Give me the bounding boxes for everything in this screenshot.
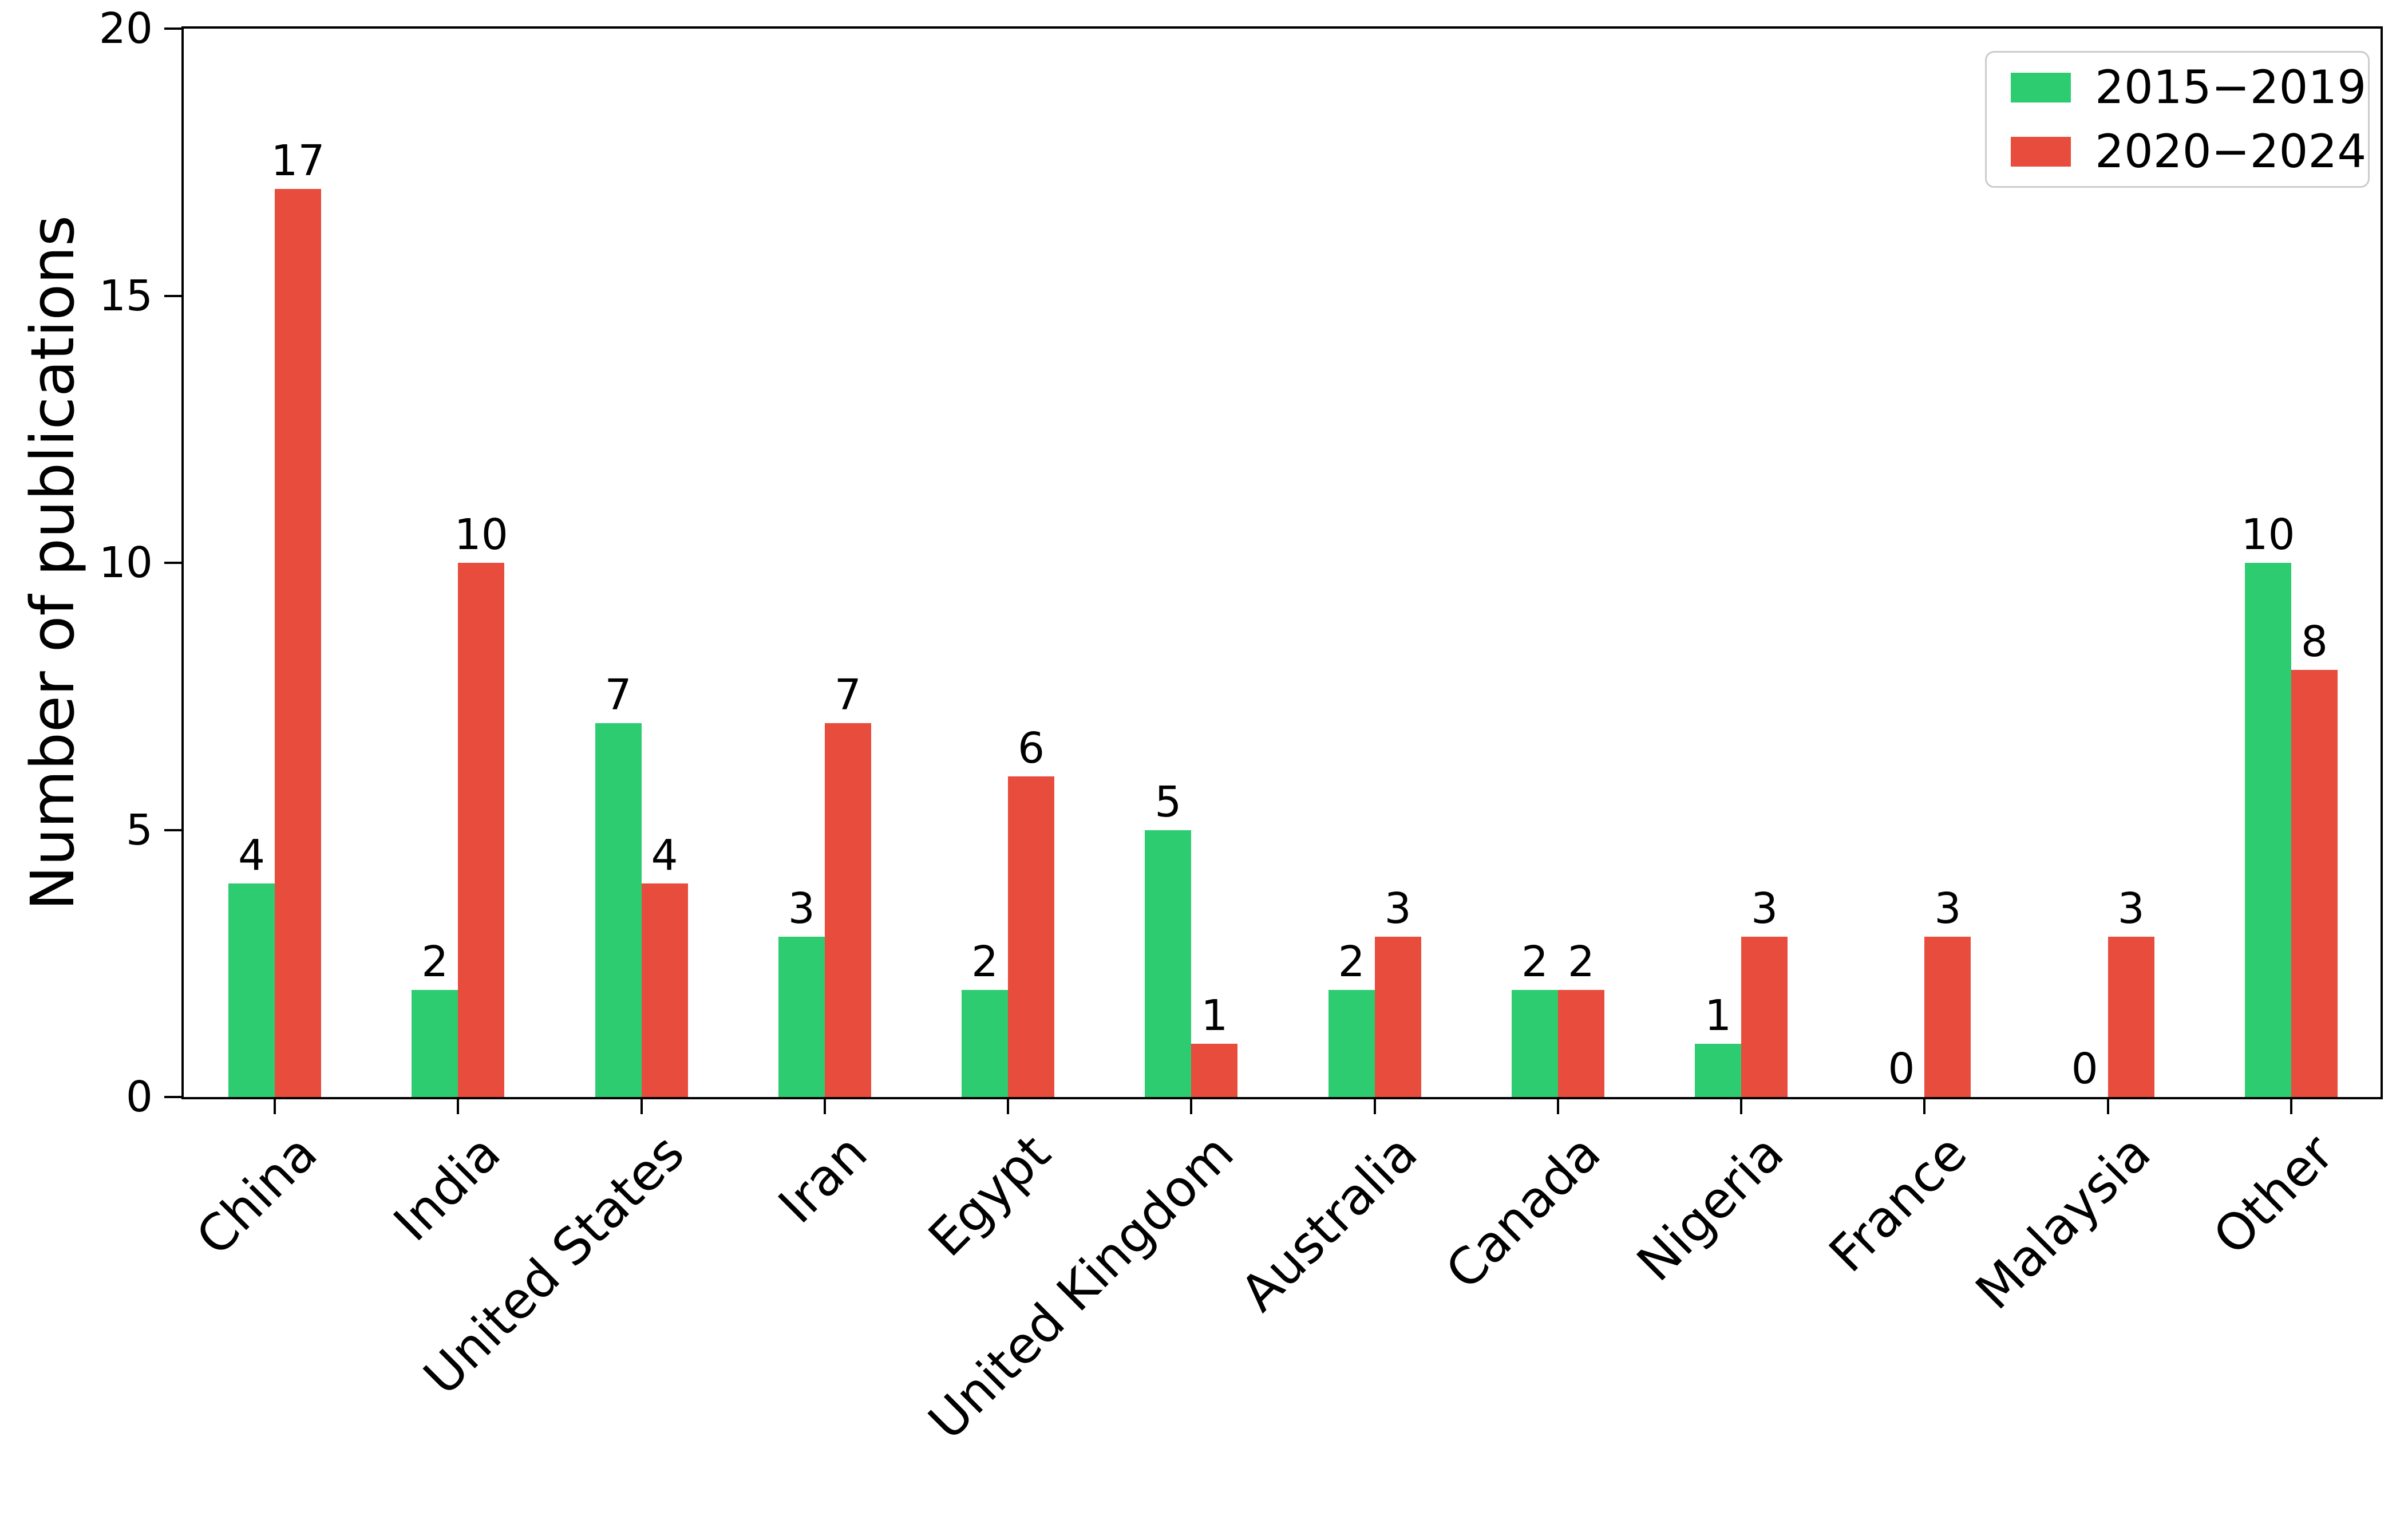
x-tick-mark-iran <box>823 1097 826 1114</box>
y-tick-label-5: 5 <box>125 805 153 855</box>
x-tick-mark-malaysia <box>2106 1097 2109 1114</box>
bar-2015-2019-india <box>412 990 458 1097</box>
bar-2020-2024-france <box>1924 937 1971 1097</box>
x-tick-mark-united-kingdom <box>1190 1097 1193 1114</box>
x-tick-mark-china <box>274 1097 276 1114</box>
x-tick-mark-other <box>2290 1097 2292 1114</box>
y-tick-mark-5 <box>164 828 181 831</box>
bar-2015-2019-canada <box>1511 990 1558 1097</box>
value-label-2015-2019-nigeria: 1 <box>1705 991 1732 1040</box>
value-label-2015-2019-iran: 3 <box>788 884 815 934</box>
y-tick-mark-10 <box>164 562 181 564</box>
x-tick-label-iran: Iran <box>767 1123 879 1235</box>
y-tick-mark-0 <box>164 1096 181 1098</box>
bar-2015-2019-egypt <box>962 990 1009 1097</box>
legend-patch-2020-2024 <box>2011 136 2071 167</box>
value-label-2015-2019-canada: 2 <box>1521 937 1548 987</box>
bar-2020-2024-united-kingdom <box>1191 1043 1238 1097</box>
x-tick-label-australia: Australia <box>1229 1123 1429 1323</box>
value-label-2020-2024-france: 3 <box>1934 884 1962 934</box>
value-label-2015-2019-india: 2 <box>421 937 449 987</box>
x-tick-label-india: India <box>382 1123 512 1253</box>
value-label-2020-2024-united-kingdom: 1 <box>1201 991 1228 1040</box>
bar-2020-2024-malaysia <box>2108 937 2154 1097</box>
x-tick-mark-united-states <box>640 1097 643 1114</box>
legend-entry-2015-2019: 2015−2019 <box>2011 63 2366 112</box>
bar-2020-2024-india <box>458 563 505 1097</box>
value-label-2020-2024-australia: 3 <box>1384 884 1411 934</box>
value-label-2020-2024-iran: 7 <box>834 670 861 720</box>
bar-2020-2024-egypt <box>1008 776 1055 1097</box>
x-tick-label-nigeria: Nigeria <box>1626 1123 1795 1293</box>
x-tick-mark-france <box>1923 1097 1926 1114</box>
x-tick-label-france: France <box>1818 1123 1979 1284</box>
legend-entry-2020-2024: 2020−2024 <box>2011 127 2366 176</box>
y-tick-mark-20 <box>164 27 181 30</box>
value-label-2015-2019-france: 0 <box>1888 1044 1915 1094</box>
bar-2015-2019-iran <box>778 937 825 1097</box>
value-label-2015-2019-united-kingdom: 5 <box>1154 777 1182 827</box>
legend: 2015−2019 2020−2024 <box>1985 51 2370 188</box>
bar-2015-2019-united-states <box>595 723 642 1097</box>
x-tick-mark-egypt <box>1007 1097 1010 1114</box>
bar-2015-2019-china <box>228 883 275 1097</box>
y-tick-label-15: 15 <box>98 271 153 321</box>
x-tick-label-china: China <box>185 1123 329 1267</box>
bar-2020-2024-iran <box>824 723 871 1097</box>
value-label-2015-2019-china: 4 <box>238 830 266 880</box>
value-label-2015-2019-australia: 2 <box>1338 937 1365 987</box>
bar-2015-2019-australia <box>1328 990 1375 1097</box>
x-tick-label-malaysia: Malaysia <box>1964 1123 2162 1321</box>
value-label-2015-2019-malaysia: 0 <box>2071 1044 2098 1094</box>
x-tick-label-egypt: Egypt <box>917 1123 1062 1268</box>
bar-2015-2019-other <box>2244 563 2291 1097</box>
bar-2020-2024-australia <box>1374 937 1421 1097</box>
y-tick-label-20: 20 <box>98 4 153 53</box>
x-tick-mark-canada <box>1556 1097 1559 1114</box>
y-tick-label-0: 0 <box>125 1072 153 1122</box>
x-tick-mark-australia <box>1373 1097 1376 1114</box>
bar-2020-2024-other <box>2291 669 2338 1097</box>
x-tick-mark-nigeria <box>1740 1097 1743 1114</box>
bar-2020-2024-nigeria <box>1741 937 1788 1097</box>
value-label-2020-2024-malaysia: 3 <box>2117 884 2145 934</box>
bar-2020-2024-china <box>275 188 321 1097</box>
legend-label-2015-2019: 2015−2019 <box>2095 60 2367 114</box>
x-tick-label-other: Other <box>2202 1123 2345 1266</box>
value-label-2015-2019-united-states: 7 <box>604 670 632 720</box>
value-label-2020-2024-india: 10 <box>454 510 508 559</box>
value-label-2020-2024-china: 17 <box>271 136 325 186</box>
bar-2015-2019-united-kingdom <box>1145 830 1192 1097</box>
legend-label-2020-2024: 2020−2024 <box>2095 124 2367 178</box>
value-label-2020-2024-united-states: 4 <box>651 830 678 880</box>
bar-2015-2019-nigeria <box>1695 1043 1742 1097</box>
value-label-2020-2024-canada: 2 <box>1567 937 1595 987</box>
value-label-2015-2019-other: 10 <box>2241 510 2295 559</box>
bar-2020-2024-united-states <box>641 883 688 1097</box>
y-tick-mark-15 <box>164 294 181 297</box>
value-label-2020-2024-egypt: 6 <box>1018 724 1045 774</box>
x-tick-label-canada: Canada <box>1434 1123 1612 1301</box>
value-label-2020-2024-other: 8 <box>2300 617 2328 666</box>
bar-2020-2024-canada <box>1557 990 1604 1097</box>
value-label-2015-2019-egypt: 2 <box>971 937 999 987</box>
x-tick-mark-india <box>457 1097 460 1114</box>
value-label-2020-2024-nigeria: 3 <box>1751 884 1778 934</box>
y-tick-label-10: 10 <box>98 538 153 587</box>
legend-patch-2015-2019 <box>2011 72 2071 102</box>
